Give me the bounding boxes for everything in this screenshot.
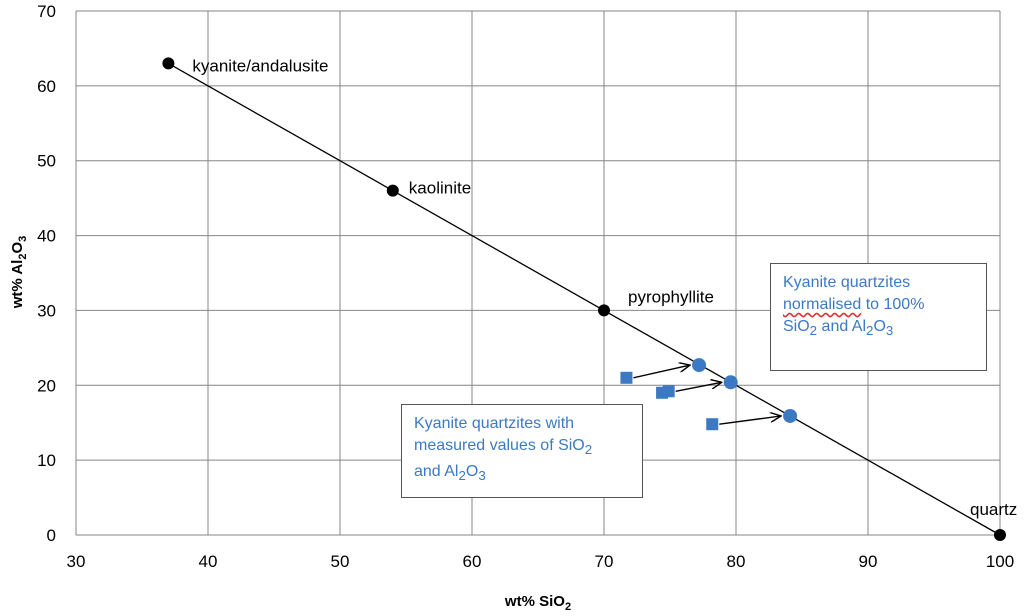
y-tick-label: 10 — [37, 451, 56, 470]
y-axis-ticks: 0 10 20 30 40 50 60 70 — [37, 2, 56, 545]
normalised-points — [692, 358, 798, 423]
x-tick-label: 50 — [331, 552, 350, 571]
normalised-callout-line-3: SiO2 and Al2O3 — [783, 318, 894, 339]
x-tick-label: 100 — [986, 552, 1014, 571]
y-tick-label: 50 — [37, 152, 56, 171]
y-tick-label: 20 — [37, 376, 56, 395]
normalised-callout-line-1: Kyanite quartzites — [783, 274, 911, 291]
x-tick-label: 80 — [727, 552, 746, 571]
measured-point — [620, 371, 633, 384]
mineral-label: kaolinite — [409, 179, 471, 198]
x-tick-label: 90 — [859, 552, 878, 571]
mineral-label: kyanite/andalusite — [192, 56, 328, 75]
grid — [75, 10, 1001, 536]
x-axis-title: wt% SiO2 — [504, 593, 571, 613]
measured-callout-line-1: Kyanite quartzites with — [414, 415, 575, 432]
mineral-point — [598, 304, 610, 317]
measured-point — [662, 385, 675, 398]
x-tick-label: 70 — [595, 552, 614, 571]
x-tick-label: 30 — [67, 552, 86, 571]
mineral-point — [162, 57, 175, 70]
normalisation-arrow — [633, 365, 690, 379]
measured-points — [620, 371, 719, 431]
y-axis-title: wt% Al2O3 — [9, 236, 29, 310]
mineral-label: quartz — [970, 500, 1017, 519]
x-axis-ticks: 30 40 50 60 70 80 90 100 — [67, 552, 1015, 571]
y-tick-label: 60 — [37, 77, 56, 96]
y-tick-label: 30 — [37, 301, 56, 320]
measured-point — [706, 418, 719, 431]
x-tick-label: 60 — [463, 552, 482, 571]
normalised-point — [783, 408, 798, 423]
mineral-tie-line — [168, 62, 1001, 536]
normalisation-arrow — [719, 416, 781, 425]
mineral-point — [994, 529, 1006, 541]
y-tick-label: 40 — [37, 227, 56, 246]
normalised-point — [723, 375, 738, 390]
mineral-label: pyrophyllite — [628, 287, 714, 306]
measured-callout: Kyanite quartzites with measured values … — [401, 404, 643, 498]
normalised-point — [692, 358, 707, 373]
mineral-points: kyanite/andalusite kaolinite pyrophyllite q… — [162, 56, 1017, 541]
normalisation-arrow — [675, 382, 722, 392]
mineral-point — [386, 184, 399, 197]
y-tick-label: 70 — [37, 2, 56, 21]
x-tick-label: 40 — [199, 552, 218, 571]
measured-callout-line-3: and Al2O3 — [414, 463, 486, 484]
normalisation-arrows — [633, 365, 781, 425]
normalised-callout: Kyanite quartzites normalised to 100% Si… — [770, 263, 987, 371]
measured-callout-line-2: measured values of SiO2 — [414, 437, 593, 458]
y-tick-label: 0 — [47, 526, 56, 545]
normalised-callout-line-2: normalised to 100% — [783, 296, 925, 313]
